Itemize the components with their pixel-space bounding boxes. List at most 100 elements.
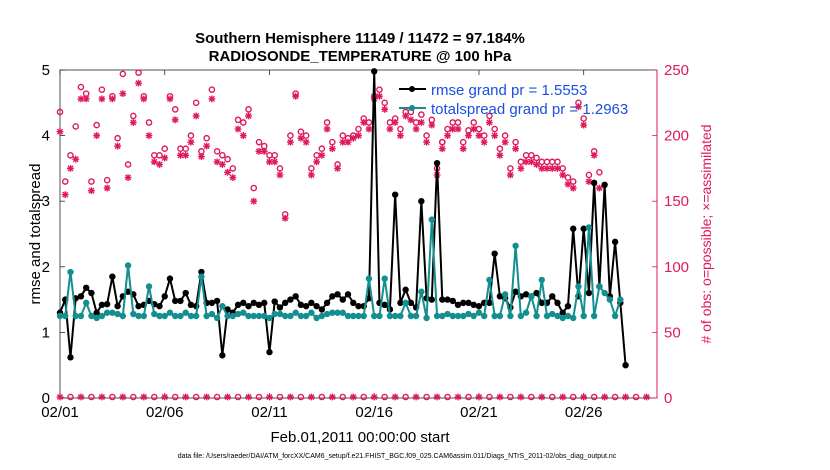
rmse-point <box>407 299 415 307</box>
chart-title-line2: RADIOSONDE_TEMPERATURE @ 100 hPa <box>209 48 512 65</box>
obs_assimilated-point <box>281 214 289 222</box>
totalspread-point <box>292 309 299 316</box>
obs_possible-point <box>438 138 446 146</box>
totalspread-point <box>103 309 111 316</box>
rmse-point <box>391 191 399 198</box>
obs-zero-circle <box>213 393 221 401</box>
obs_assimilated-point <box>213 158 221 166</box>
obs_possible-point <box>308 165 315 172</box>
obs_assimilated-point <box>119 90 127 98</box>
rmse-point <box>538 299 545 307</box>
obs_assimilated-point <box>564 180 572 188</box>
x-tick-label: 02/26 <box>565 404 603 421</box>
totalspread-point <box>517 312 525 320</box>
rmse-point <box>103 300 111 308</box>
obs_assimilated-point <box>512 145 520 153</box>
obs_assimilated-point <box>396 132 404 139</box>
rmse-point <box>302 302 310 310</box>
totalspread-point <box>606 296 614 303</box>
totalspread-point <box>585 224 593 231</box>
obs_assimilated-point <box>260 147 268 155</box>
obs_possible-point <box>528 151 535 159</box>
totalspread-point <box>88 312 95 320</box>
obs_assimilated-point <box>182 151 190 159</box>
rmse-point <box>475 302 483 310</box>
obs_possible-point <box>72 123 80 130</box>
obs_assimilated-point <box>98 95 106 103</box>
obs_possible-point <box>161 145 169 153</box>
totalspread-point <box>281 312 289 320</box>
totalspread-point <box>423 314 430 322</box>
totalspread-point <box>67 268 74 276</box>
rmse-point <box>402 286 409 293</box>
obs_assimilated-point <box>522 158 530 166</box>
obs_assimilated-point <box>166 95 174 103</box>
totalspread-point <box>475 309 483 316</box>
totalspread-point <box>355 312 362 320</box>
obs-zero-circle <box>402 393 409 401</box>
obs_possible-point <box>271 151 279 159</box>
obs_assimilated-point <box>423 138 430 146</box>
totalspread-point <box>611 312 619 320</box>
obs_assimilated-point <box>250 197 258 205</box>
obs_assimilated-point <box>197 153 205 160</box>
rmse-point <box>460 299 467 307</box>
obs-zero-asterisk <box>224 393 231 401</box>
obs_possible-point <box>454 119 462 126</box>
rmse-point <box>496 293 504 300</box>
obs-zero-circle <box>569 393 577 401</box>
obs_assimilated-point <box>360 119 368 126</box>
obs_possible-point <box>67 151 74 159</box>
obs_possible-point <box>224 155 231 163</box>
totalspread-point <box>261 312 268 320</box>
obs_possible-point <box>318 145 326 153</box>
obs_assimilated-point <box>501 138 509 146</box>
obs-zero-circle <box>548 393 556 401</box>
totalspread-point <box>271 310 278 318</box>
obs_assimilated-point <box>417 119 425 126</box>
obs-zero-circle <box>465 393 472 401</box>
obs_possible-point <box>486 112 493 120</box>
y-tick-label: 5 <box>42 62 50 79</box>
obs_possible-point <box>208 86 216 93</box>
totalspread-point <box>135 312 142 320</box>
rmse-point <box>234 301 242 309</box>
totalspread-point <box>182 309 189 316</box>
obs-zero-circle <box>88 393 95 401</box>
obs_possible-point <box>276 165 284 172</box>
obs-zero-asterisk <box>496 393 504 401</box>
obs_possible-point <box>182 145 189 153</box>
totalspread-point <box>365 275 373 282</box>
rmse-point <box>266 348 273 356</box>
obs-zero-asterisk <box>328 393 336 401</box>
obs_possible-point <box>554 158 561 166</box>
obs_possible-point <box>192 99 200 107</box>
obs-zero-circle <box>192 393 200 401</box>
legend-totalspread-marker <box>409 105 415 111</box>
obs-zero-asterisk <box>161 393 169 401</box>
rmse-point <box>601 181 608 188</box>
rmse-point <box>533 289 540 297</box>
x-tick-label: 02/11 <box>251 404 287 421</box>
obs_possible-point <box>114 134 121 142</box>
obs-zero-circle <box>234 393 242 401</box>
obs_assimilated-point <box>67 165 74 172</box>
obs-zero-circle <box>255 393 263 401</box>
obs_assimilated-point <box>287 138 294 146</box>
obs-zero-asterisk <box>182 393 190 401</box>
obs-zero-circle <box>360 393 368 401</box>
totalspread-point <box>402 299 409 307</box>
totalspread-point <box>601 289 608 297</box>
rmse-point <box>344 291 352 298</box>
obs-zero-asterisk <box>601 393 609 401</box>
totalspread-point <box>412 312 420 320</box>
totalspread-point <box>287 312 294 320</box>
totalspread-point <box>329 309 336 316</box>
obs_possible-point <box>245 106 252 113</box>
obs_possible-point <box>61 178 69 185</box>
totalspread-point <box>98 312 106 320</box>
obs_assimilated-point <box>590 151 598 159</box>
rmse-point <box>449 297 456 305</box>
obs_assimilated-point <box>412 125 420 133</box>
obs_assimilated-point <box>428 121 436 129</box>
